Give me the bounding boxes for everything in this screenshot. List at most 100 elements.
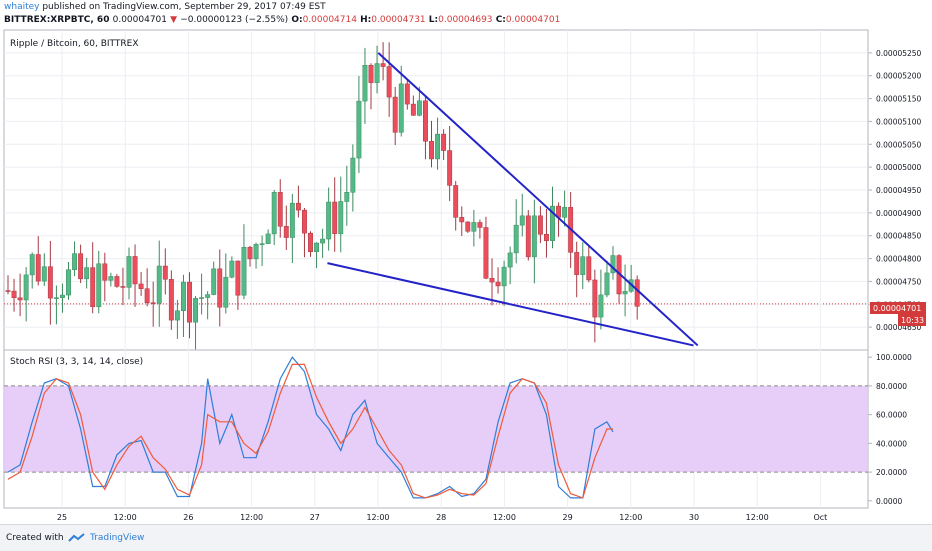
candle-body bbox=[398, 83, 404, 133]
candle-body bbox=[610, 255, 616, 274]
candle-body bbox=[513, 224, 519, 254]
candle-body bbox=[265, 233, 271, 244]
time-tick-label: 28 bbox=[436, 513, 446, 522]
candle-body bbox=[295, 202, 301, 211]
candle-body bbox=[144, 288, 150, 303]
candle-body bbox=[380, 63, 386, 67]
candle-body bbox=[223, 276, 229, 308]
candle-body bbox=[108, 276, 114, 281]
candle-body bbox=[168, 279, 174, 321]
candle-body bbox=[66, 269, 71, 296]
candle-body bbox=[102, 263, 108, 281]
candle-body bbox=[138, 283, 144, 289]
candle-body bbox=[483, 227, 489, 279]
author-link[interactable]: whaitey bbox=[4, 2, 40, 12]
candle-body bbox=[11, 290, 17, 299]
publish-info: whaitey published on TradingView.com, Se… bbox=[4, 2, 932, 12]
candle-body bbox=[253, 244, 259, 260]
close-value: 0.00004701 bbox=[505, 15, 561, 25]
candle-body bbox=[350, 157, 356, 193]
rsi-tick-label: 0.0000 bbox=[876, 497, 902, 506]
candle-body bbox=[47, 266, 53, 299]
candle-body bbox=[544, 234, 549, 241]
candle-body bbox=[507, 252, 513, 268]
price-tick-label: 0.00005250 bbox=[876, 49, 922, 58]
candle-body bbox=[302, 209, 307, 234]
time-tick-label: 12:00 bbox=[619, 513, 642, 522]
candle-body bbox=[150, 302, 156, 304]
wedge-trendline bbox=[327, 262, 694, 347]
last-price-tag: 0.00004701 bbox=[870, 302, 926, 314]
candle-body bbox=[519, 215, 525, 226]
time-tick-label: 26 bbox=[183, 513, 193, 522]
candle-body bbox=[471, 222, 477, 232]
candle-body bbox=[126, 256, 132, 288]
countdown-label: 10:33 bbox=[901, 316, 924, 325]
candle-body bbox=[429, 140, 434, 160]
stoch-rsi-line bbox=[7, 363, 613, 499]
candle-body bbox=[156, 265, 162, 304]
candle-body bbox=[634, 279, 640, 307]
high-label: H: bbox=[360, 15, 372, 25]
candle-body bbox=[622, 291, 628, 295]
candle-body bbox=[60, 294, 65, 298]
open-value: 0.00004714 bbox=[302, 15, 357, 25]
time-tick-label: 25 bbox=[57, 513, 67, 522]
candle-body bbox=[277, 192, 283, 227]
created-with-label: Created with bbox=[6, 533, 64, 543]
candle-body bbox=[187, 281, 192, 323]
candle-body bbox=[96, 263, 102, 308]
change-value: −0.00000123 (−2.55%) bbox=[180, 15, 289, 25]
candle-body bbox=[477, 222, 483, 228]
rsi-tick-label: 80.0000 bbox=[876, 382, 907, 391]
candle-body bbox=[314, 242, 320, 252]
candle-body bbox=[423, 100, 428, 142]
candle-body bbox=[574, 252, 580, 275]
candle-body bbox=[283, 226, 289, 238]
candle-body bbox=[199, 297, 205, 299]
open-label: O: bbox=[291, 15, 303, 25]
publish-text: published on TradingView.com, September … bbox=[39, 2, 326, 12]
candle-body bbox=[495, 281, 501, 287]
candle-body bbox=[259, 243, 265, 245]
rsi-tick-label: 100.0000 bbox=[876, 353, 912, 362]
candle-body bbox=[181, 281, 186, 312]
price-axis: 0.000046500.000047000.000047500.00004800… bbox=[868, 49, 922, 332]
candle-body bbox=[453, 185, 459, 218]
time-tick-label: 29 bbox=[563, 513, 573, 522]
price-tick-label: 0.00004950 bbox=[876, 186, 922, 195]
candle-body bbox=[29, 254, 35, 276]
candle-body bbox=[338, 201, 344, 234]
candle-body bbox=[217, 268, 223, 308]
price-tick-label: 0.00005200 bbox=[876, 72, 922, 81]
price-tick-label: 0.00004650 bbox=[876, 323, 922, 332]
candle-body bbox=[193, 298, 199, 323]
stoch-rsi-lines bbox=[7, 356, 614, 499]
candle-body bbox=[525, 215, 531, 258]
price-chart-title: Ripple / Bitcoin, 60, BITTREX bbox=[10, 39, 139, 49]
candle-body bbox=[586, 256, 592, 281]
candle-body bbox=[386, 66, 392, 98]
candle-body bbox=[271, 192, 277, 235]
time-tick-label: 12:00 bbox=[114, 513, 137, 522]
candle-body bbox=[320, 238, 326, 244]
low-label: L: bbox=[428, 15, 439, 25]
candle-body bbox=[447, 150, 453, 186]
candle-body bbox=[362, 65, 368, 102]
candle-body bbox=[247, 247, 253, 260]
chart-svg[interactable]: 0.000046500.000047000.000047500.00004800… bbox=[0, 0, 932, 524]
price-tick-label: 0.00005150 bbox=[876, 95, 922, 104]
close-label: C: bbox=[495, 15, 506, 25]
time-tick-label: 12:00 bbox=[493, 513, 516, 522]
time-tick-label: 27 bbox=[310, 513, 320, 522]
candle-body bbox=[562, 207, 568, 218]
candle-body bbox=[592, 279, 598, 318]
candle-body bbox=[174, 310, 180, 321]
tradingview-brand[interactable]: TradingView bbox=[90, 533, 145, 543]
price-tick-label: 0.00005100 bbox=[876, 117, 922, 126]
candle-body bbox=[41, 266, 47, 282]
footer: Created with TradingView bbox=[0, 524, 932, 551]
candle-body bbox=[17, 297, 23, 301]
candle-body bbox=[72, 253, 77, 270]
candle-body bbox=[344, 192, 350, 202]
